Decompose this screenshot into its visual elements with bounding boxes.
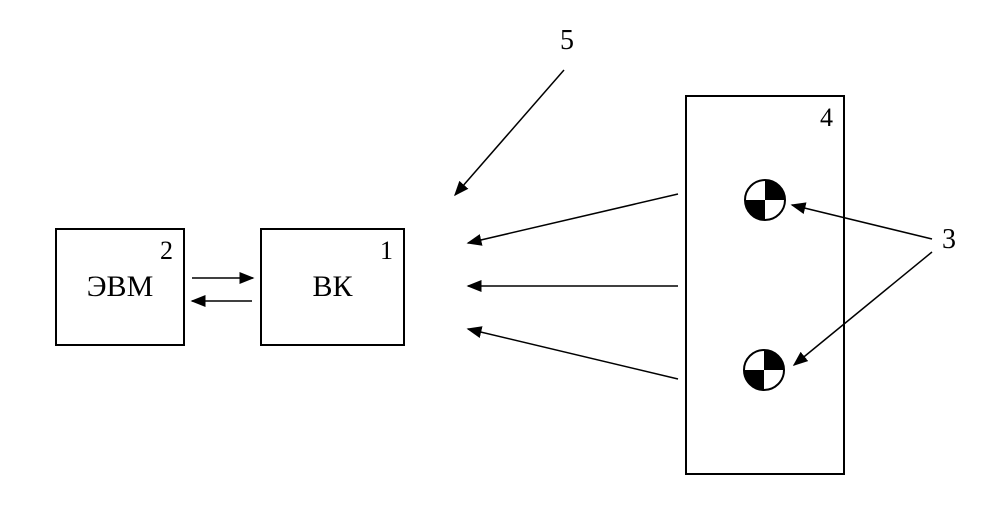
box-vk: 1 ВК bbox=[260, 228, 405, 346]
box-vk-label: ВК bbox=[312, 270, 352, 304]
box-evm-label: ЭВМ bbox=[87, 270, 154, 304]
label-3: 3 bbox=[942, 224, 956, 256]
box-right-number: 4 bbox=[820, 103, 833, 133]
arrow-label-5 bbox=[455, 70, 564, 195]
box-evm-number: 2 bbox=[160, 236, 173, 266]
label-5: 5 bbox=[560, 25, 574, 57]
box-evm: 2 ЭВМ bbox=[55, 228, 185, 346]
arrow-signal-bottom bbox=[468, 329, 678, 379]
box-right: 4 bbox=[685, 95, 845, 475]
arrow-signal-top bbox=[468, 194, 678, 243]
box-vk-number: 1 bbox=[380, 236, 393, 266]
